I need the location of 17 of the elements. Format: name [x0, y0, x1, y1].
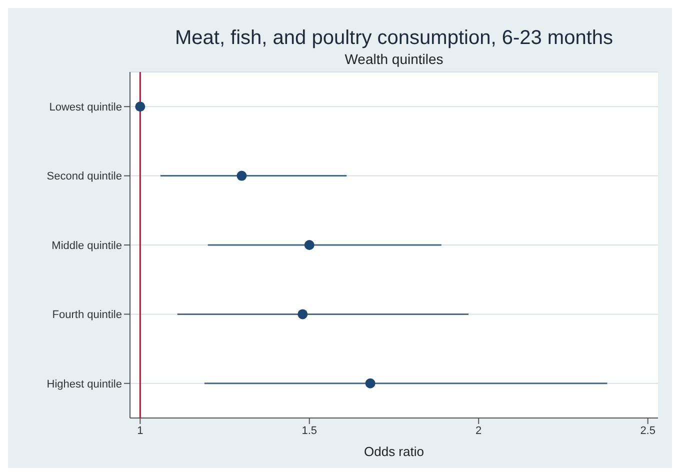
point [365, 378, 376, 388]
x-tick-label: 1.5 [302, 424, 318, 437]
x-tick-label: 2.5 [640, 424, 656, 437]
x-axis-title: Odds ratio [364, 444, 424, 459]
chart-subtitle: Wealth quintiles [344, 50, 444, 68]
y-tick-label: Second quintile [46, 170, 122, 183]
x-tick-label: 1 [137, 424, 144, 437]
chart-title: Meat, fish, and poultry consumption, 6-23 months [174, 26, 614, 50]
point [236, 170, 247, 181]
x-tick-label: 2 [476, 424, 482, 437]
y-tick-label: Highest quintile [46, 378, 122, 390]
y-tick-label: Middle quintile [52, 240, 122, 252]
y-tick-label: Fourth quintile [52, 309, 122, 322]
y-tick-label: Lowest quintile [49, 102, 122, 114]
point [304, 240, 314, 250]
point [135, 102, 146, 112]
point [298, 309, 308, 320]
